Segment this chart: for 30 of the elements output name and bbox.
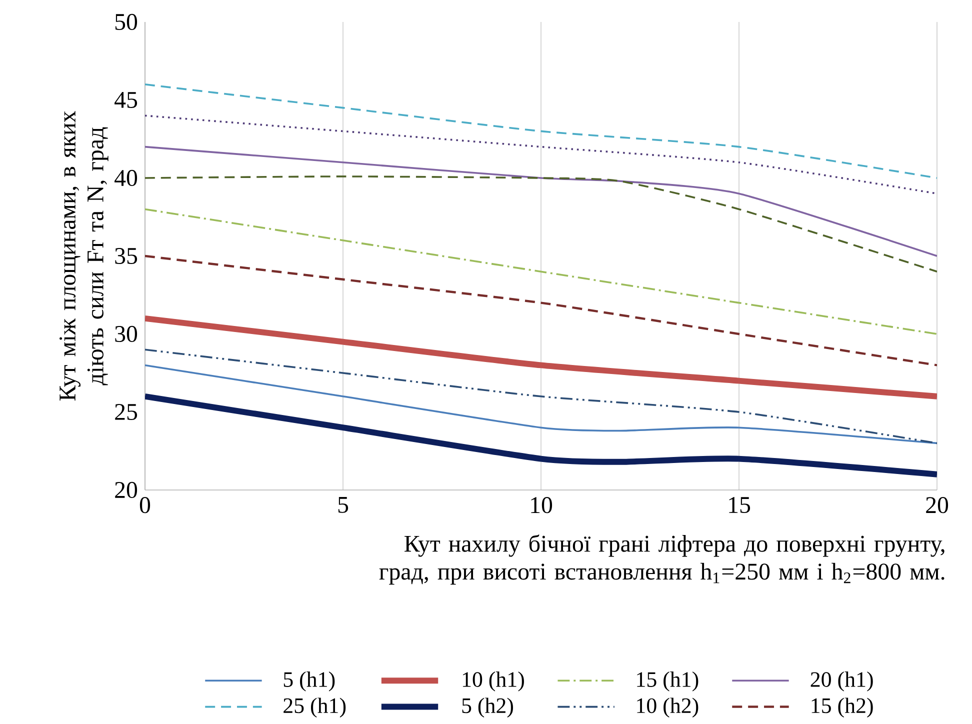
x-tick-label: 0 <box>140 497 150 514</box>
y-axis-title: Кут між площинами, в яких діють сили Fт та N, град <box>60 111 108 401</box>
legend-label: 20 (h1) <box>810 672 873 692</box>
y-tick-label: 30 <box>115 326 138 342</box>
y-tick-label: 35 <box>115 248 138 264</box>
y-tick-label: 40 <box>114 170 138 186</box>
x-tick-label: 5 <box>338 497 348 513</box>
legend-label: 15 (h2) <box>812 698 873 718</box>
y-tick-label: 45 <box>114 92 138 108</box>
y-tick-label: 25 <box>115 404 138 420</box>
line-series <box>145 114 938 195</box>
legend-label: 5 (h1) <box>284 672 335 692</box>
legend-label: 5 (h2) <box>462 698 513 718</box>
line-series <box>145 146 938 257</box>
legend-label: 10 (h2) <box>637 698 698 718</box>
y-tick-label: 50 <box>115 14 138 30</box>
line-series <box>145 176 938 273</box>
x-tick-label: 10 <box>531 497 552 514</box>
x-tick-label: 15 <box>729 497 750 514</box>
line-series <box>145 84 938 179</box>
line-series <box>145 254 938 366</box>
line-series <box>145 364 938 444</box>
x-axis-title: Кут нахилу бічної грані ліфтера до поверхні грунту, град, при висоті встановлення h$_{1}$=250 мм і h$_{2}$=800 мм. <box>379 534 944 585</box>
legend-label: 10 (h1) <box>462 672 524 692</box>
y-tick-label: 20 <box>115 482 138 498</box>
legend-label: 25 (h1) <box>284 698 346 718</box>
legend-label: 15 (h1) <box>637 672 698 692</box>
x-tick-label: 20 <box>926 497 948 514</box>
line-series <box>145 208 938 335</box>
line-series <box>145 348 938 444</box>
